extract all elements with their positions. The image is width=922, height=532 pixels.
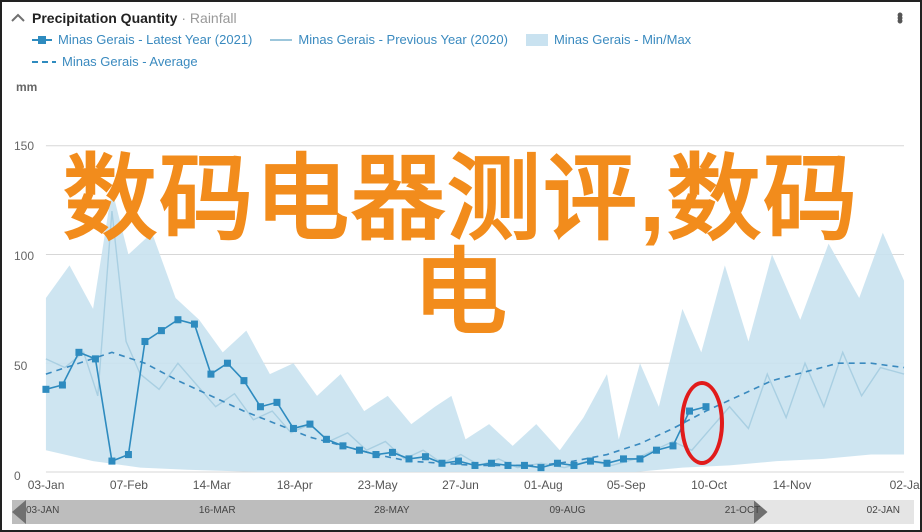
- legend: Minas Gerais - Latest Year (2021) Minas …: [2, 30, 920, 74]
- legend-swatch-marker-icon: [32, 35, 52, 45]
- legend-item-minmax[interactable]: Minas Gerais - Min/Max: [526, 30, 691, 50]
- chevron-up-icon[interactable]: [10, 10, 26, 26]
- x-axis-labels: 03-Jan07-Feb14-Mar18-Apr23-May27-Jun01-A…: [12, 478, 910, 494]
- card-title: Precipitation Quantity · Rainfall: [32, 8, 888, 28]
- plot-area: [12, 120, 910, 476]
- legend-swatch-line-icon: [270, 39, 292, 41]
- title-subtitle: Rainfall: [190, 10, 237, 26]
- y-axis-unit: mm: [2, 74, 920, 94]
- time-range-slider[interactable]: 03-JAN16-MAR28-MAY09-AUG21-OCT02-JAN: [12, 500, 910, 524]
- legend-item-previous[interactable]: Minas Gerais - Previous Year (2020): [270, 30, 508, 50]
- legend-swatch-dash-icon: [32, 61, 56, 63]
- chart-svg: [12, 120, 910, 476]
- card-header: Precipitation Quantity · Rainfall •••: [2, 2, 920, 30]
- slider-labels: 03-JAN16-MAR28-MAY09-AUG21-OCT02-JAN: [12, 500, 910, 524]
- legend-item-latest[interactable]: Minas Gerais - Latest Year (2021): [32, 30, 252, 50]
- legend-item-average[interactable]: Minas Gerais - Average: [32, 52, 198, 72]
- legend-swatch-area-icon: [526, 34, 548, 46]
- title-bold: Precipitation Quantity: [32, 10, 177, 26]
- more-menu-icon[interactable]: •••: [888, 8, 912, 21]
- chart-card: Precipitation Quantity · Rainfall ••• Mi…: [0, 0, 922, 532]
